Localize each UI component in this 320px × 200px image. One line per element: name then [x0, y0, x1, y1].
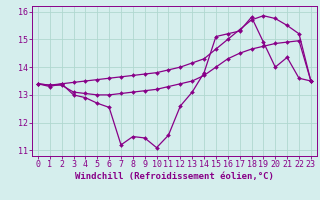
X-axis label: Windchill (Refroidissement éolien,°C): Windchill (Refroidissement éolien,°C)	[75, 172, 274, 181]
